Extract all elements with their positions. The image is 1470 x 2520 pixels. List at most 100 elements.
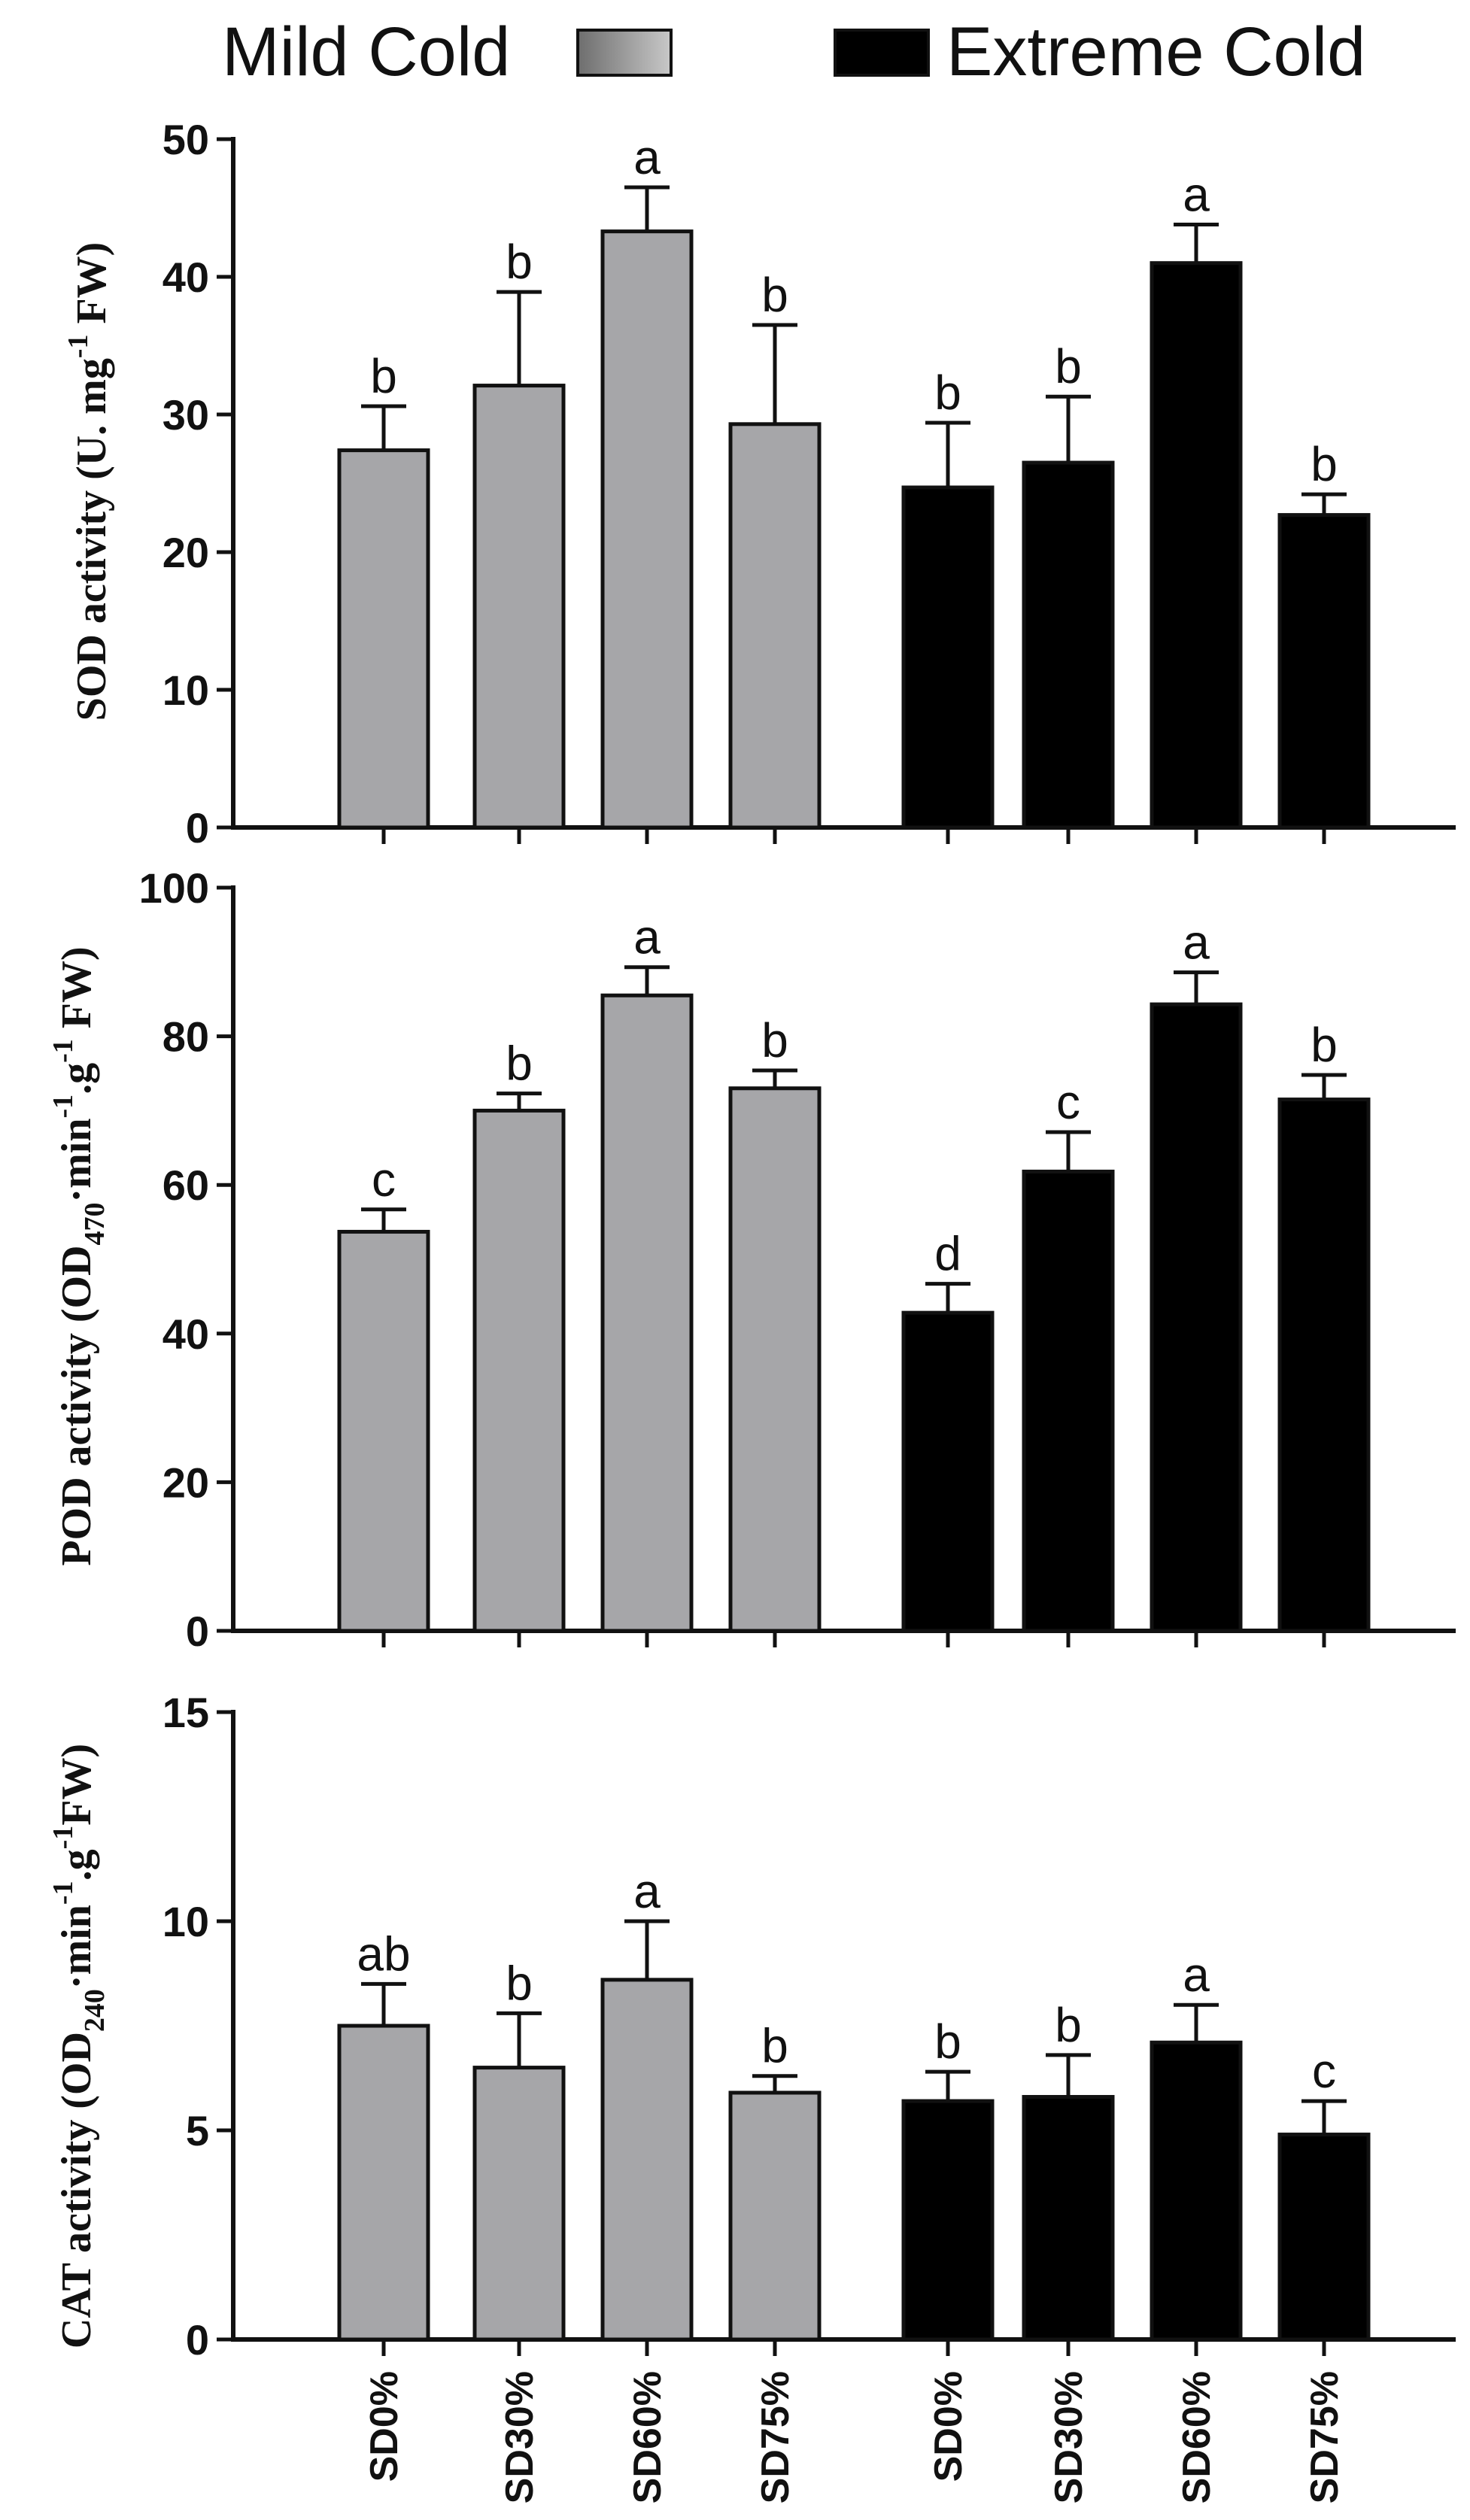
cat-extreme-category-label: SD0% <box>927 2371 970 2482</box>
cat-extreme-sig-letter: a <box>1183 1948 1210 2002</box>
sod-mild-bar <box>600 229 694 830</box>
sod-mild-bar <box>337 448 430 830</box>
sod-ylabel-sup: -1 <box>62 335 94 359</box>
cat-extreme-bar <box>1150 2040 1243 2342</box>
cat-mild-category-label: SD30% <box>498 2371 542 2503</box>
cat-ytick-label: 15 <box>162 1689 209 1736</box>
sod-mild-sig-letter: b <box>761 268 788 322</box>
pod-mild-bar <box>600 993 694 1633</box>
cat-ylabel-mid: ·min <box>53 1905 100 1989</box>
legend: Mild Cold Extreme Cold <box>222 14 1365 90</box>
cat-ylabel-sup: -1 <box>47 1881 79 1905</box>
pod-mild-bar <box>472 1108 566 1633</box>
cat-extreme-sig-letter: b <box>934 2014 961 2069</box>
pod-ylabel-end: .g <box>53 1063 100 1095</box>
sod-extreme-sig-letter: b <box>1055 339 1082 393</box>
sod-ytick-label: 10 <box>162 666 209 714</box>
pod-ytick-label: 60 <box>162 1161 209 1209</box>
cat-extreme-sig-letter: c <box>1312 2044 1336 2098</box>
pod-mild-sig-letter: a <box>633 910 661 964</box>
pod-mild-bar <box>337 1229 430 1633</box>
sod-extreme-sig-letter: b <box>1311 437 1338 491</box>
cat-ylabel-main: CAT activity (OD <box>53 2032 100 2348</box>
cat-mild-category-label: SD60% <box>626 2371 670 2503</box>
pod-mild-bar <box>728 1086 822 1633</box>
cat-ytick-label: 10 <box>162 1898 209 1945</box>
pod-extreme-sig-letter: b <box>1311 1018 1338 1072</box>
cat-extreme-category-label: SD60% <box>1175 2371 1219 2503</box>
cat-ylabel-sub: 240 <box>79 1989 111 2032</box>
legend-mild-label: Mild Cold <box>222 14 510 90</box>
cat-mild-sig-letter: ab <box>357 1926 410 1981</box>
cat-ytick-label: 0 <box>186 2316 209 2364</box>
sod-ytick-label: 0 <box>186 804 209 852</box>
sod-ylabel-main: SOD activity (U. mg <box>68 358 115 721</box>
cat-mild-sig-letter: b <box>506 1956 533 2010</box>
pod-extreme-sig-letter: c <box>1056 1075 1080 1129</box>
cat-extreme-category-label: SD75% <box>1303 2371 1347 2503</box>
sod-extreme-bar <box>901 485 995 830</box>
pod-ylabel-end2: FW) <box>53 946 100 1039</box>
legend-extreme-label: Extreme Cold <box>946 14 1365 90</box>
cat-extreme-bar <box>1022 2095 1115 2342</box>
cat-mild-category-label: SD0% <box>363 2371 406 2482</box>
sod-mild-bar <box>728 422 822 830</box>
cat-mild-bar <box>337 2024 430 2342</box>
pod-mild-sig-letter: c <box>372 1152 396 1207</box>
cat-mild-category-label: SD75% <box>754 2371 797 2503</box>
sod-ytick-label: 30 <box>162 391 209 439</box>
cat-mild-sig-letter: a <box>633 1864 661 1918</box>
pod-ylabel-sup: -1 <box>47 1095 79 1119</box>
sod-mild-sig-letter: b <box>370 349 397 403</box>
pod-extreme-bar <box>1150 1002 1243 1633</box>
pod-mild-sig-letter: b <box>506 1037 533 1091</box>
pod-extreme-sig-letter: d <box>934 1227 961 1281</box>
sod-ytick-label: 50 <box>162 116 209 163</box>
pod-ytick-label: 40 <box>162 1310 209 1358</box>
sod-panel: SOD activity (U. mg-1 FW) 0 10 20 30 40 50 b b a… <box>62 116 1456 852</box>
cat-extreme-bar <box>1277 2133 1371 2342</box>
pod-ytick-label: 0 <box>186 1608 209 1655</box>
cat-extreme-bar <box>901 2099 995 2342</box>
cat-mild-sig-letter: b <box>761 2019 788 2073</box>
pod-ylabel: POD activity (OD470·min-1.g-1 FW) <box>47 946 111 1565</box>
cat-extreme-category-label: SD30% <box>1047 2371 1091 2503</box>
sod-ytick-label: 40 <box>162 254 209 301</box>
cat-ylabel-sup2: -1 <box>47 1826 79 1850</box>
pod-extreme-bar <box>1022 1169 1115 1633</box>
legend-mild-swatch <box>576 29 673 77</box>
pod-ylabel-main: POD activity (OD <box>53 1246 100 1566</box>
pod-ytick-label: 100 <box>139 864 209 912</box>
pod-extreme-sig-letter: a <box>1183 915 1210 970</box>
sod-mild-sig-letter: b <box>506 235 533 289</box>
legend-extreme-swatch <box>834 29 930 77</box>
cat-ylabel-end: .g <box>53 1849 100 1881</box>
cat-ylabel-end2: FW) <box>53 1744 100 1826</box>
pod-ytick-label: 80 <box>162 1013 209 1061</box>
sod-ytick-label: 20 <box>162 529 209 576</box>
pod-mild-sig-letter: b <box>761 1013 788 1067</box>
pod-panel: POD activity (OD470·min-1.g-1 FW) 020406… <box>47 864 1456 1655</box>
sod-ylabel-end: FW) <box>68 242 115 335</box>
sod-extreme-sig-letter: a <box>1183 167 1210 221</box>
sod-ylabel: SOD activity (U. mg-1 FW) <box>62 242 115 721</box>
sod-extreme-bar <box>1277 513 1371 830</box>
sod-mild-bar <box>472 384 566 830</box>
cat-mild-bar <box>728 2090 822 2342</box>
sod-extreme-bar <box>1150 261 1243 830</box>
pod-ylabel-mid: ·min <box>53 1119 100 1203</box>
pod-ylabel-sup2: -1 <box>47 1039 79 1063</box>
cat-ytick-label: 5 <box>186 2107 209 2154</box>
cat-extreme-sig-letter: b <box>1055 1998 1082 2052</box>
pod-extreme-bar <box>901 1310 995 1633</box>
sod-extreme-sig-letter: b <box>934 366 961 420</box>
sod-mild-sig-letter: a <box>633 130 661 184</box>
pod-ylabel-sub: 470 <box>79 1203 111 1246</box>
cat-ylabel: CAT activity (OD240·min-1.g-1FW) <box>47 1744 111 2348</box>
cat-mild-bar <box>472 2066 566 2342</box>
pod-ytick-label: 20 <box>162 1459 209 1506</box>
sod-extreme-bar <box>1022 460 1115 830</box>
cat-panel: CAT activity (OD240·min-1.g-1FW) 051015a… <box>47 1689 1456 2503</box>
pod-extreme-bar <box>1277 1098 1371 1633</box>
